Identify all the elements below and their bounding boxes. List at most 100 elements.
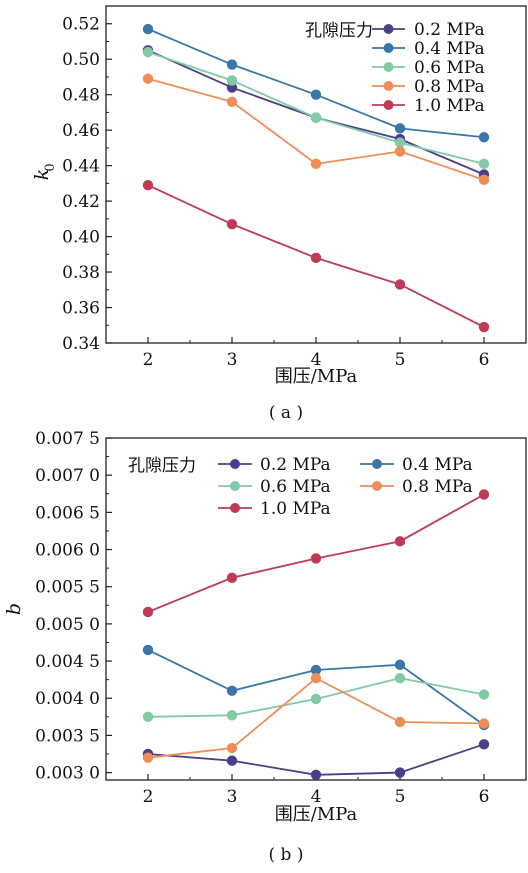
legend-label: 0.2 MPa [414, 20, 485, 40]
series-1-0-mpa [142, 179, 490, 333]
data-point [310, 158, 322, 170]
data-point [394, 146, 406, 157]
data-point [394, 123, 406, 134]
x-tick-label: 2 [143, 787, 154, 807]
series-0-6-mpa [142, 672, 490, 723]
legend-label: 0.2 MPa [260, 455, 331, 475]
x-tick-label: 6 [479, 350, 490, 370]
y-tick-label: 0.004 0 [35, 689, 100, 709]
data-point [310, 252, 322, 264]
y-tick-label: 0.004 5 [35, 652, 100, 672]
data-point [394, 767, 406, 778]
data-point [478, 718, 490, 729]
y-axis-label: k [31, 169, 53, 181]
data-point [394, 279, 406, 290]
panel-caption: ( a ) [269, 403, 303, 423]
legend-item: 1.0 MPa [218, 499, 331, 519]
y-tick-label: 0.52 [62, 15, 100, 35]
legend-title: 孔隙压力 [128, 456, 196, 476]
data-point [226, 755, 238, 766]
legend-marker [383, 81, 394, 91]
data-point [226, 59, 238, 70]
data-point [226, 742, 238, 754]
x-axis-label: 围压/MPa [275, 366, 358, 387]
legend-label: 1.0 MPa [260, 499, 331, 519]
data-point [394, 659, 406, 670]
data-point [310, 672, 322, 684]
y-tick-label: 0.42 [62, 192, 100, 212]
x-tick-label: 5 [395, 350, 406, 370]
data-point [478, 689, 490, 700]
chart-panel-a: 0.34 0.36 0.38 0.40 0.42 0.44 0.46 0.48 0.50 0.52… [31, 5, 527, 423]
legend-item: 0.4 MPa [372, 39, 485, 59]
x-tick-label: 3 [227, 350, 238, 370]
data-point [142, 606, 154, 618]
x-tick-label: 6 [479, 787, 490, 807]
y-tick-label: 0.34 [62, 334, 100, 354]
data-point [142, 179, 154, 191]
data-point [478, 321, 490, 333]
y-tick-label: 0.003 5 [35, 726, 100, 746]
legend-marker [383, 24, 394, 34]
legend-label: 0.8 MPa [402, 477, 473, 497]
data-point [478, 158, 490, 170]
y-axis-label: b [3, 603, 25, 615]
y-tick-label: 0.46 [62, 121, 100, 141]
series-0-4-mpa [142, 644, 490, 731]
y-tick-label: 0.40 [62, 228, 100, 248]
series-0-6-mpa [142, 46, 490, 170]
legend-label: 0.6 MPa [414, 58, 485, 78]
legend-item: 1.0 MPa [372, 96, 485, 116]
legend-label: 1.0 MPa [414, 96, 485, 116]
series-0-2-mpa [142, 739, 490, 780]
data-point [142, 73, 154, 84]
series-0-8-mpa [142, 73, 490, 186]
y-axis-label-subscript: 0 [43, 163, 58, 171]
panel-caption: ( b ) [269, 845, 304, 865]
legend-marker [372, 459, 382, 469]
data-point [226, 685, 238, 696]
data-point [226, 710, 238, 721]
legend-marker [383, 100, 394, 110]
x-tick-label: 4 [311, 787, 322, 807]
series-0-8-mpa [142, 672, 490, 763]
data-point [394, 672, 406, 684]
y-tick-label: 0.50 [62, 50, 100, 70]
data-point [142, 23, 154, 35]
data-point [394, 137, 406, 148]
data-point [310, 664, 322, 676]
y-tick-label: 0.48 [62, 86, 100, 106]
data-point [478, 489, 490, 500]
legend-label: 0.6 MPa [260, 477, 331, 497]
legend-item: 0.6 MPa [218, 477, 331, 497]
y-tick-label: 0.005 0 [35, 615, 100, 635]
legend-item: 0.8 MPa [360, 477, 473, 497]
data-point [226, 75, 238, 86]
data-point [226, 572, 238, 583]
x-tick-label: 5 [395, 787, 406, 807]
legend-item: 0.4 MPa [360, 455, 473, 475]
x-tick-label: 2 [143, 350, 154, 370]
y-tick-label: 0.006 0 [35, 541, 100, 561]
data-point [394, 716, 406, 728]
data-point [142, 644, 154, 656]
legend-item: 0.8 MPa [372, 77, 485, 97]
x-tick-label: 4 [311, 350, 322, 370]
data-point [226, 218, 238, 230]
data-point [478, 174, 490, 186]
legend-item: 0.2 MPa [218, 455, 331, 475]
legend-marker [372, 481, 382, 491]
data-point [310, 112, 322, 123]
y-tick-label: 0.007 5 [35, 429, 100, 449]
data-point [394, 536, 406, 547]
y-tick-label: 0.38 [62, 263, 100, 283]
y-tick-label: 0.006 5 [35, 503, 100, 523]
data-point [226, 96, 238, 107]
data-point [478, 739, 490, 750]
data-point [142, 711, 154, 723]
legend-marker [230, 459, 240, 469]
y-tick-label: 0.003 0 [35, 764, 100, 784]
series-line [147, 649, 485, 726]
series-line [147, 677, 485, 759]
